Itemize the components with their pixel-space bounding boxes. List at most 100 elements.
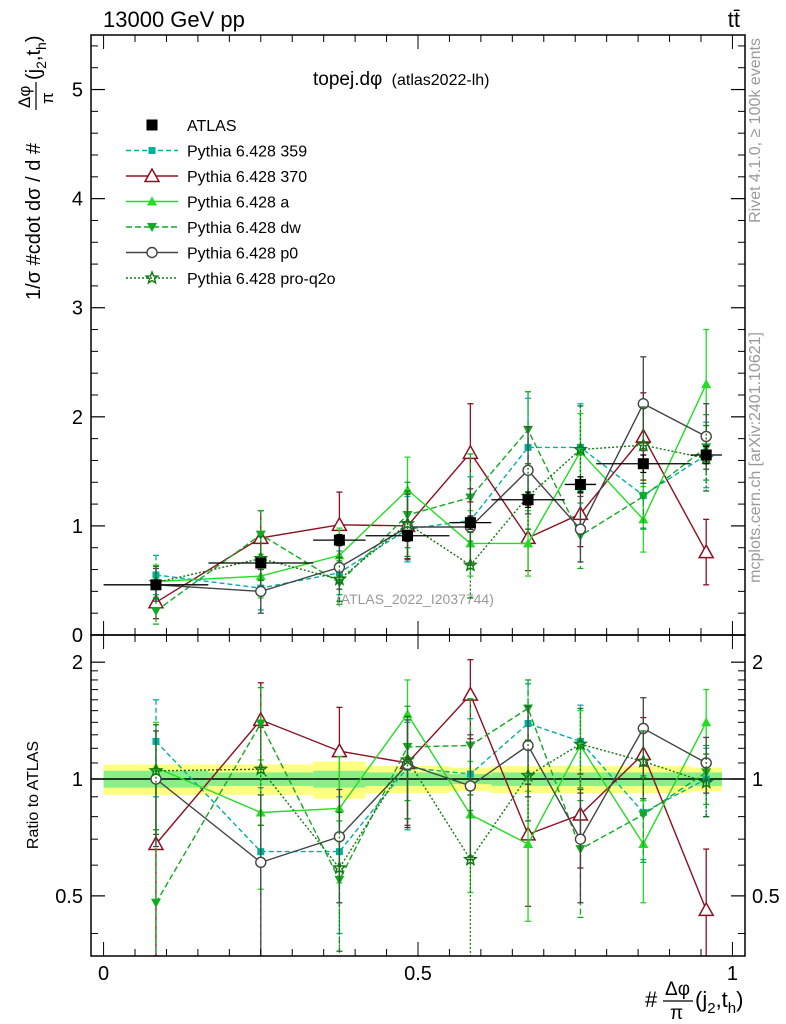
ratio-y-tick-label-right: 2 <box>752 652 763 674</box>
data-point <box>464 517 476 529</box>
series-ratio-3 <box>150 679 712 922</box>
main-plot-area <box>103 328 722 625</box>
data-point <box>522 464 534 476</box>
legend-entry-0: ATLAS <box>146 118 237 135</box>
ratio-plot-area <box>91 659 745 956</box>
mcplots-label: mcplots.cern.ch [arXiv:2401.10621] <box>747 332 764 583</box>
ratio-y-tick-label-left: 2 <box>72 652 83 674</box>
xlabel-args: (j2,th) <box>695 987 743 1017</box>
data-point <box>635 437 651 452</box>
ratio-y-tick-label-right: 0.5 <box>752 886 780 908</box>
data-point <box>462 557 478 572</box>
data-point <box>331 571 347 586</box>
main-panel: (ATLAS_2022_I2037744) 0 1 2 3 4 5 topej.dφ (a… <box>15 34 746 647</box>
ylabel-num: Δφ <box>15 86 34 108</box>
legend-label: Pythia 6.428 p0 <box>187 246 298 263</box>
xlabel-args-open: (j <box>695 987 707 1012</box>
x-tick-label: 0 <box>98 963 109 985</box>
ylabel-comma: ,t <box>23 50 45 62</box>
ylabel-sub1: 2 <box>33 61 49 69</box>
legend-marker <box>143 167 161 183</box>
legend-marker <box>147 196 157 206</box>
ylabel-den: π <box>38 92 57 104</box>
legend-label: ATLAS <box>187 118 237 135</box>
x-tick-label: 1 <box>727 963 738 985</box>
ratio-axes: 0.5 0.5 1 1 2 2 0 0.5 1 <box>55 635 780 985</box>
data-point <box>638 492 649 502</box>
legend-entry-3: Pythia 6.428 a <box>126 195 289 212</box>
data-point <box>523 538 534 548</box>
y-axis-label: 1/σ #cdot dσ / d # Δφ π (j2,th) <box>15 36 57 301</box>
series-0 <box>103 445 722 591</box>
ratio-y-axis-label: Ratio to ATLAS <box>25 741 42 849</box>
ylabel-args: (j2,th) <box>23 36 49 81</box>
legend-entry-4: Pythia 6.428 dw <box>126 220 301 237</box>
legend-label: Pythia 6.428 a <box>187 195 289 212</box>
watermark: (ATLAS_2022_I2037744) <box>336 591 494 607</box>
data-point <box>635 753 651 768</box>
series-line <box>155 428 707 612</box>
xlabel-sub1: 2 <box>707 1000 715 1017</box>
xlabel-sub2: h <box>728 1000 736 1017</box>
legend-label: Pythia 6.428 370 <box>187 169 307 186</box>
data-point <box>574 833 587 845</box>
header-left: 13000 GeV pp <box>103 7 245 32</box>
data-point <box>401 530 413 542</box>
legend-entry-1: Pythia 6.428 359 <box>126 144 307 161</box>
x-axis-label: # Δφ π (j2,th) <box>645 979 743 1024</box>
data-point <box>333 534 345 546</box>
legend-label: Pythia 6.428 pro-q2o <box>187 271 336 288</box>
data-point <box>399 515 416 531</box>
data-point <box>574 523 587 535</box>
title-main: topej.d <box>313 69 370 90</box>
legend: ATLAS Pythia 6.428 359 Pythia 6.428 370 Pyt… <box>126 118 336 288</box>
data-point <box>522 494 534 506</box>
xlabel-num: Δφ <box>665 979 690 1000</box>
data-point <box>255 719 266 729</box>
data-point <box>697 901 715 917</box>
data-point <box>572 441 588 456</box>
legend-entry-6: Pythia 6.428 pro-q2o <box>126 270 336 288</box>
series-ratio-2 <box>147 659 715 956</box>
data-point <box>701 717 712 727</box>
xlabel-main: # <box>645 987 658 1012</box>
ratio-y-tick-label-left: 1 <box>72 769 83 791</box>
data-point <box>255 585 267 598</box>
ylabel-sub2: h <box>33 42 49 50</box>
data-point <box>464 780 477 792</box>
series-line <box>155 727 707 864</box>
legend-marker <box>147 223 157 232</box>
y-tick-label: 5 <box>72 80 83 102</box>
data-point <box>698 774 714 789</box>
series-line <box>155 444 707 584</box>
legend-label: Pythia 6.428 dw <box>187 220 301 237</box>
y-tick-label: 1 <box>72 516 83 538</box>
series-2 <box>147 392 715 620</box>
data-point <box>520 767 536 783</box>
ratio-y-tick-label-right: 1 <box>752 769 763 791</box>
data-point <box>697 543 715 559</box>
title-phi: φ <box>370 69 382 90</box>
ylabel-close: ) <box>23 36 45 43</box>
data-point <box>150 579 162 591</box>
data-point <box>701 379 712 389</box>
data-point <box>700 430 712 443</box>
y-tick-label: 4 <box>72 189 83 211</box>
y-tick-label: 2 <box>72 407 83 429</box>
main-axes: 0 1 2 3 4 5 <box>72 35 745 647</box>
legend-entry-2: Pythia 6.428 370 <box>126 167 307 186</box>
xlabel-den: π <box>670 1003 683 1024</box>
data-point <box>255 856 267 869</box>
legend-entry-5: Pythia 6.428 p0 <box>126 246 298 263</box>
y-tick-label: 0 <box>72 625 83 647</box>
data-point <box>255 557 267 569</box>
data-point <box>150 607 161 616</box>
xlabel-comma: ,t <box>716 987 728 1012</box>
series-ratio-5 <box>150 697 712 956</box>
chart-title: topej.dφ (atlas2022-lh) <box>313 69 489 90</box>
series-1 <box>152 397 710 611</box>
x-tick-label: 0.5 <box>404 963 432 985</box>
data-point <box>331 860 347 875</box>
data-point <box>462 851 478 867</box>
